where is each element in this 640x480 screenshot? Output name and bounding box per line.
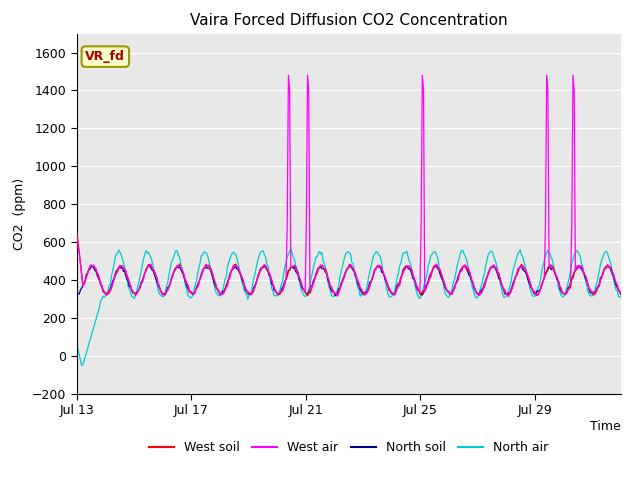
Y-axis label: CO2  (ppm): CO2 (ppm)	[13, 178, 26, 250]
Text: VR_fd: VR_fd	[85, 50, 125, 63]
Legend: West soil, West air, North soil, North air: West soil, West air, North soil, North a…	[144, 436, 554, 459]
Title: Vaira Forced Diffusion CO2 Concentration: Vaira Forced Diffusion CO2 Concentration	[190, 13, 508, 28]
X-axis label: Time: Time	[590, 420, 621, 433]
